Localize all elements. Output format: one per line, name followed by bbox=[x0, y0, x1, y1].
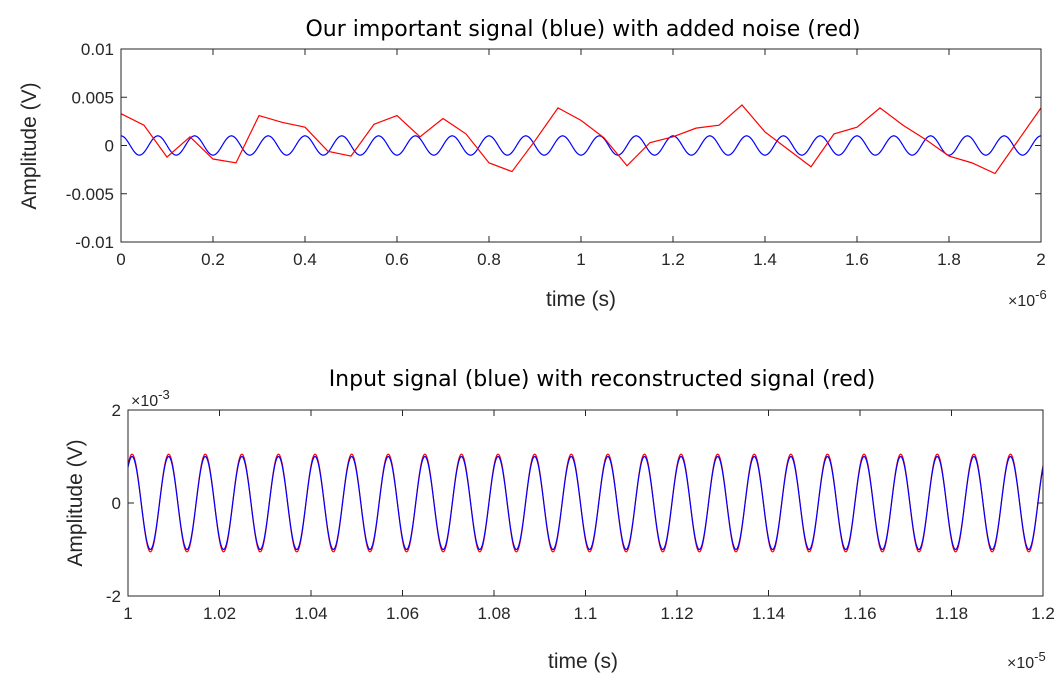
top-plot-ytick-label: 0 bbox=[105, 137, 114, 156]
bottom-plot-xlabel: time (s) bbox=[548, 650, 618, 673]
bottom-plot-series-input bbox=[127, 455, 1044, 551]
top-plot-xtick-label: 1.2 bbox=[661, 250, 685, 269]
top-plot-lines bbox=[120, 104, 1042, 175]
top-plot-xtick-label: 0.4 bbox=[293, 250, 317, 269]
top-plot-series-noisy bbox=[120, 104, 1042, 175]
top-plot-series-sine bbox=[120, 135, 1042, 156]
top-plot-ytick-label: -0.005 bbox=[66, 185, 114, 204]
bottom-plot-xtick-label: 1 bbox=[123, 604, 132, 623]
bottom-plot-lines bbox=[127, 453, 1044, 553]
top-plot-ytick-label: 0.01 bbox=[81, 40, 114, 59]
bottom-plot-ylabel: Amplitude (V) bbox=[64, 439, 87, 566]
bottom-plot-xtick-label: 1.02 bbox=[203, 604, 236, 623]
top-plot-x-exponent: ×10-6 bbox=[1008, 287, 1047, 310]
bottom-plot-title: Input signal (blue) with reconstructed s… bbox=[329, 367, 876, 392]
bottom-plot-xtick-label: 1.18 bbox=[935, 604, 968, 623]
top-plot-ytick-label: 0.005 bbox=[71, 88, 114, 107]
bottom-plot-axes: 1 1.02 1.04 1.06 1.08 1.1 1.12 1.14 1.16 1.18 1.2 -… bbox=[106, 401, 1055, 623]
bottom-plot-xtick-label: 1.2 bbox=[1031, 604, 1055, 623]
top-plot-ylabel: Amplitude (V) bbox=[18, 82, 41, 209]
bottom-plot-xtick-label: 1.12 bbox=[660, 604, 693, 623]
bottom-plot-xtick-label: 1.1 bbox=[574, 604, 598, 623]
bottom-plot-xtick-label: 1.06 bbox=[386, 604, 419, 623]
bottom-plot-frame bbox=[127, 409, 1044, 597]
bottom-plot-xtick-label: 1.16 bbox=[843, 604, 876, 623]
bottom-plot-xtick-label: 1.14 bbox=[752, 604, 785, 623]
bottom-plot-ytick-label: 2 bbox=[112, 401, 121, 420]
bottom-plot-xtick-label: 1.04 bbox=[294, 604, 327, 623]
top-plot-xtick-label: 0.2 bbox=[201, 250, 225, 269]
bottom-plot-ytick-label: 0 bbox=[112, 494, 121, 513]
top-plot-xlabel: time (s) bbox=[546, 288, 616, 311]
top-plot-xtick-label: 1 bbox=[576, 250, 585, 269]
bottom-plot-ytick-label: -2 bbox=[106, 587, 121, 606]
top-plot: Our important signal (blue) with added n… bbox=[18, 17, 1047, 311]
bottom-plot-x-exponent: ×10-5 bbox=[1007, 649, 1046, 672]
bottom-plot: Input signal (blue) with reconstructed s… bbox=[64, 367, 1055, 673]
top-plot-xtick-label: 1.6 bbox=[845, 250, 869, 269]
top-plot-ytick-label: -0.01 bbox=[75, 233, 114, 252]
top-plot-xtick-label: 0.8 bbox=[477, 250, 501, 269]
top-plot-xtick-label: 0.6 bbox=[385, 250, 409, 269]
top-plot-xtick-label: 0 bbox=[116, 250, 125, 269]
top-plot-xtick-label: 1.8 bbox=[937, 250, 961, 269]
top-plot-title: Our important signal (blue) with added n… bbox=[305, 17, 860, 42]
bottom-plot-xtick-label: 1.08 bbox=[477, 604, 510, 623]
top-plot-axes: 0 0.2 0.4 0.6 0.8 1 1.2 1.4 1.6 1.8 2 -0.01 -0.005 0 0… bbox=[66, 40, 1046, 269]
top-plot-xtick-label: 2 bbox=[1036, 250, 1045, 269]
top-plot-xtick-label: 1.4 bbox=[753, 250, 777, 269]
bottom-plot-y-exponent: ×10-3 bbox=[131, 387, 170, 410]
